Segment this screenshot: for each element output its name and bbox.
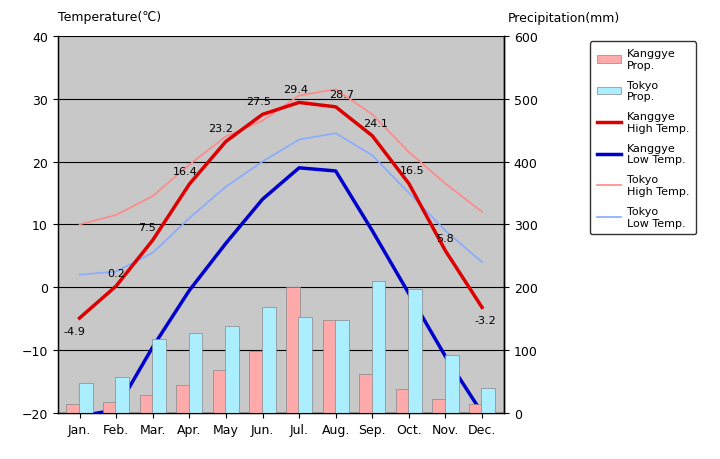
Text: 27.5: 27.5: [246, 97, 271, 107]
Legend: Kanggye
Prop., Tokyo
Prop., Kanggye
High Temp., Kanggye
Low Temp., Tokyo
High Te: Kanggye Prop., Tokyo Prop., Kanggye High…: [590, 42, 696, 235]
Bar: [445, 355, 459, 413]
Bar: [408, 290, 422, 413]
Bar: [152, 339, 166, 413]
Bar: [140, 396, 153, 413]
Bar: [396, 389, 410, 413]
Bar: [262, 308, 276, 413]
Bar: [225, 326, 239, 413]
Bar: [78, 383, 93, 413]
Bar: [298, 317, 312, 413]
Bar: [432, 399, 446, 413]
Bar: [103, 403, 117, 413]
Text: 28.7: 28.7: [328, 90, 354, 100]
Text: 7.5: 7.5: [138, 223, 156, 232]
Text: 16.4: 16.4: [174, 167, 198, 177]
Bar: [66, 404, 81, 413]
Bar: [481, 388, 495, 413]
Text: -3.2: -3.2: [474, 315, 497, 325]
Bar: [335, 320, 349, 413]
Text: Precipitation(mm): Precipitation(mm): [508, 12, 620, 25]
Text: 0.2: 0.2: [107, 268, 125, 278]
Bar: [286, 288, 300, 413]
Text: 29.4: 29.4: [283, 85, 308, 95]
Bar: [212, 370, 227, 413]
Text: 5.8: 5.8: [436, 233, 454, 243]
Text: 16.5: 16.5: [400, 166, 425, 176]
Bar: [115, 377, 130, 413]
Text: 23.2: 23.2: [208, 124, 233, 134]
Bar: [249, 352, 264, 413]
Bar: [189, 333, 202, 413]
Text: -4.9: -4.9: [63, 326, 85, 336]
Bar: [176, 385, 190, 413]
Bar: [359, 374, 373, 413]
Bar: [372, 281, 385, 413]
Text: Temperature(℃): Temperature(℃): [58, 11, 161, 23]
Bar: [469, 404, 483, 413]
Text: 24.1: 24.1: [364, 118, 388, 129]
Bar: [323, 320, 336, 413]
